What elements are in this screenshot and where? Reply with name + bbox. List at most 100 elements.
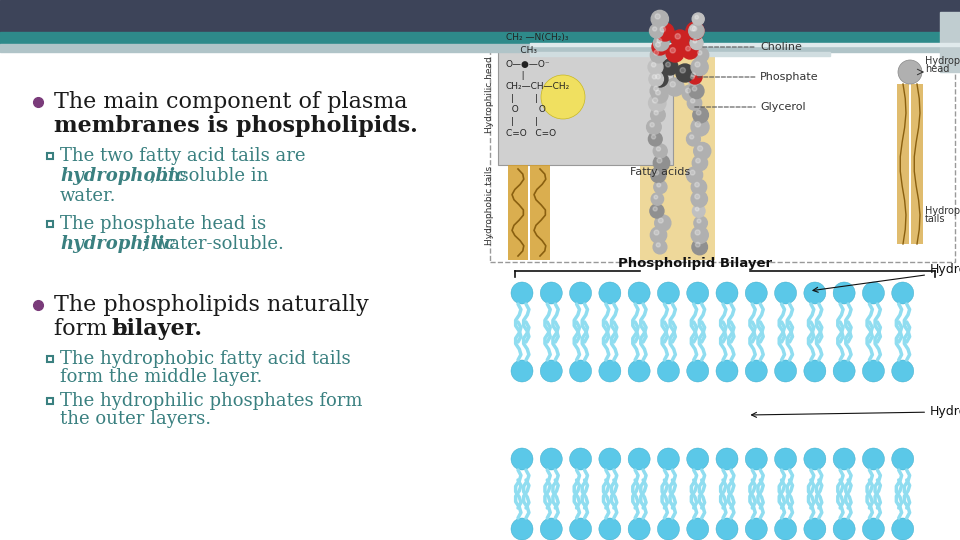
Circle shape	[541, 75, 585, 119]
Text: Phospholipid Bilayer: Phospholipid Bilayer	[618, 257, 772, 270]
Text: Hydrophobic: Hydrophobic	[925, 206, 960, 216]
Circle shape	[686, 282, 708, 304]
Bar	[0, 44, 960, 52]
Circle shape	[693, 107, 708, 123]
Circle shape	[656, 90, 660, 95]
Circle shape	[898, 60, 922, 84]
Circle shape	[745, 282, 767, 304]
Circle shape	[862, 448, 884, 470]
Circle shape	[657, 243, 660, 247]
Circle shape	[686, 132, 701, 146]
Circle shape	[687, 72, 701, 85]
Circle shape	[659, 218, 663, 223]
Text: The phosphate head is: The phosphate head is	[60, 215, 266, 233]
Circle shape	[653, 240, 667, 254]
Circle shape	[599, 360, 621, 382]
Circle shape	[651, 193, 663, 205]
Circle shape	[511, 360, 533, 382]
Circle shape	[660, 26, 665, 32]
Bar	[490, 17, 955, 262]
Circle shape	[892, 282, 914, 304]
Circle shape	[862, 282, 884, 304]
Circle shape	[650, 47, 666, 63]
Circle shape	[628, 518, 650, 540]
Circle shape	[654, 111, 659, 115]
Circle shape	[653, 27, 657, 31]
Circle shape	[680, 68, 685, 73]
Circle shape	[694, 216, 708, 229]
Circle shape	[657, 158, 661, 163]
Circle shape	[688, 23, 704, 39]
Circle shape	[540, 448, 563, 470]
Circle shape	[692, 156, 708, 171]
Circle shape	[648, 59, 663, 75]
Circle shape	[691, 58, 708, 76]
Circle shape	[628, 360, 650, 382]
Circle shape	[698, 51, 702, 55]
Circle shape	[652, 87, 668, 103]
Circle shape	[656, 74, 660, 79]
Bar	[508, 165, 528, 260]
Text: ; insoluble in: ; insoluble in	[150, 167, 269, 185]
Circle shape	[511, 448, 533, 470]
Circle shape	[671, 30, 689, 48]
Circle shape	[691, 118, 709, 136]
Circle shape	[745, 518, 767, 540]
Bar	[640, 19, 715, 260]
Bar	[911, 84, 923, 244]
Circle shape	[670, 82, 676, 87]
Text: Hydrophilic: Hydrophilic	[813, 263, 960, 292]
Circle shape	[648, 132, 662, 146]
Circle shape	[862, 360, 884, 382]
Circle shape	[692, 26, 697, 31]
Circle shape	[833, 448, 855, 470]
Circle shape	[599, 282, 621, 304]
Circle shape	[695, 207, 699, 211]
Circle shape	[658, 448, 680, 470]
Circle shape	[775, 448, 797, 470]
Circle shape	[692, 239, 708, 255]
Circle shape	[695, 183, 699, 187]
Circle shape	[691, 191, 708, 207]
Circle shape	[695, 230, 700, 235]
Circle shape	[833, 360, 855, 382]
Text: tails: tails	[925, 214, 946, 224]
Circle shape	[654, 171, 659, 175]
Circle shape	[654, 180, 667, 193]
Circle shape	[650, 227, 666, 243]
Text: the outer layers.: the outer layers.	[60, 410, 211, 428]
Circle shape	[696, 110, 701, 115]
Circle shape	[569, 360, 591, 382]
Circle shape	[650, 204, 664, 218]
Text: water.: water.	[60, 187, 116, 205]
Circle shape	[686, 167, 703, 183]
Text: The two fatty acid tails are: The two fatty acid tails are	[60, 147, 305, 165]
Circle shape	[665, 62, 670, 67]
Circle shape	[647, 120, 661, 134]
Circle shape	[695, 62, 700, 67]
Text: CH₂ —N(CH₂)₃: CH₂ —N(CH₂)₃	[506, 33, 568, 42]
Circle shape	[653, 207, 658, 211]
Bar	[0, 0, 960, 32]
Circle shape	[658, 360, 680, 382]
Text: CH₂—CH—CH₂: CH₂—CH—CH₂	[506, 82, 570, 91]
Text: hydrophilic: hydrophilic	[60, 235, 175, 253]
Text: O—●—O⁻: O—●—O⁻	[506, 60, 551, 69]
Circle shape	[657, 183, 660, 187]
Circle shape	[682, 43, 698, 59]
Circle shape	[775, 518, 797, 540]
Text: head: head	[925, 64, 949, 74]
Circle shape	[649, 94, 666, 112]
Circle shape	[511, 518, 533, 540]
Circle shape	[691, 226, 708, 244]
Circle shape	[691, 179, 707, 195]
Circle shape	[695, 16, 699, 19]
Text: hydrophobic: hydrophobic	[60, 167, 186, 185]
Circle shape	[511, 282, 533, 304]
Circle shape	[745, 360, 767, 382]
Text: The hydrophobic fatty acid tails: The hydrophobic fatty acid tails	[60, 350, 350, 368]
Circle shape	[692, 13, 705, 25]
Bar	[530, 52, 830, 56]
Circle shape	[666, 78, 684, 96]
Bar	[897, 84, 909, 244]
